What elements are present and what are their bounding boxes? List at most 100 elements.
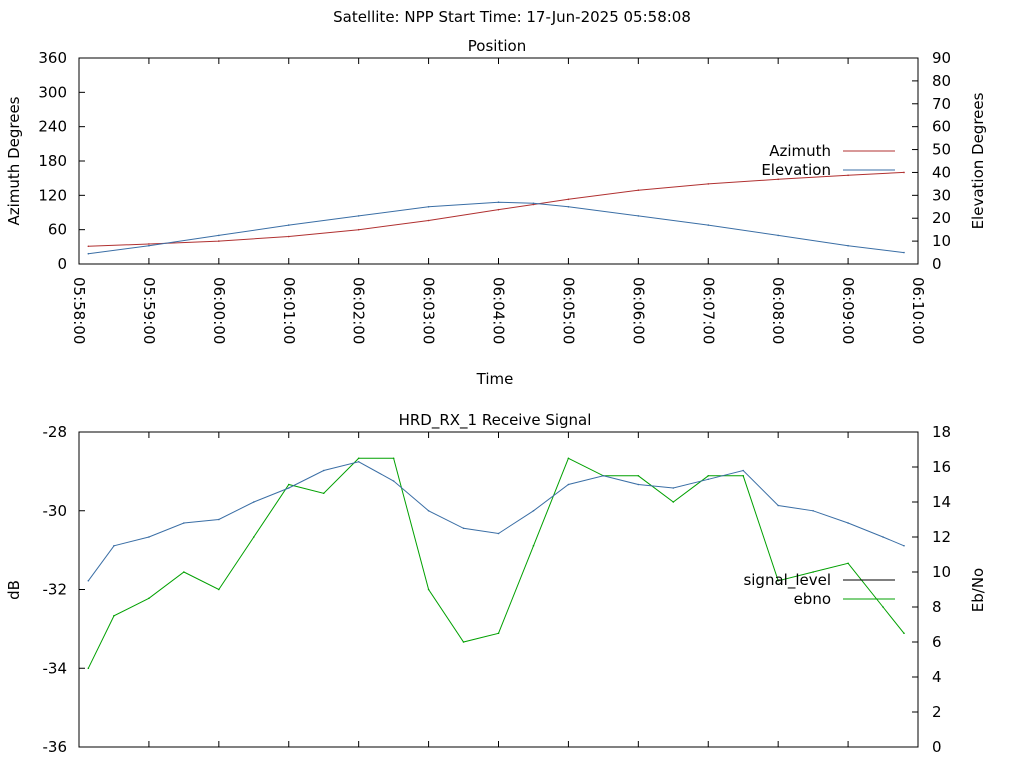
data-point — [567, 198, 570, 201]
y2-tick-label: 6 — [932, 633, 942, 651]
data-point — [218, 240, 220, 242]
position-y2-axis-label: Elevation Degrees — [969, 92, 987, 229]
data-point — [427, 219, 430, 222]
data-point — [287, 224, 290, 226]
data-point — [322, 492, 325, 495]
y2-tick-label: 10 — [932, 232, 951, 250]
data-point — [183, 571, 185, 573]
y-tick-label: -34 — [43, 659, 68, 677]
data-point — [847, 522, 849, 524]
data-point — [532, 544, 535, 547]
x-tick-label: 06:07:00 — [699, 277, 717, 344]
y-tick-label: -28 — [43, 423, 68, 441]
series-line — [88, 171, 905, 247]
data-point — [903, 632, 905, 635]
data-point — [218, 234, 220, 237]
y2-tick-label: 14 — [932, 493, 951, 511]
data-point — [322, 469, 325, 472]
data-point — [777, 504, 779, 507]
figure-title: Satellite: NPP Start Time: 17-Jun-2025 0… — [333, 8, 691, 26]
data-point — [218, 588, 220, 591]
data-point — [532, 202, 535, 205]
data-point — [847, 174, 849, 177]
data-point — [252, 501, 255, 503]
y2-tick-label: 8 — [932, 598, 942, 616]
x-tick-label: 06:06:00 — [629, 277, 647, 344]
data-point — [707, 183, 710, 185]
data-point — [707, 474, 710, 477]
data-point — [903, 171, 905, 174]
data-point — [812, 571, 814, 573]
x-tick-label: 06:00:00 — [210, 277, 228, 344]
data-point — [497, 632, 500, 635]
data-point — [427, 588, 430, 591]
data-point — [567, 457, 570, 460]
data-point — [218, 518, 220, 521]
data-point — [847, 562, 849, 565]
data-point — [287, 487, 290, 489]
data-point — [777, 579, 779, 582]
legend-label: Elevation — [761, 161, 831, 179]
x-tick-label: 06:02:00 — [350, 277, 368, 344]
data-point — [113, 544, 115, 547]
data-point — [903, 544, 905, 547]
legend-label: Azimuth — [769, 142, 831, 160]
y-tick-label: 240 — [38, 118, 67, 136]
data-point — [87, 252, 90, 255]
x-tick-label: 06:01:00 — [280, 277, 298, 344]
data-point — [392, 480, 395, 482]
position-y-axis-label: Azimuth Degrees — [5, 96, 23, 225]
y-tick-label: -32 — [43, 581, 68, 599]
y-tick-label: 300 — [38, 83, 67, 101]
data-point — [357, 457, 360, 460]
data-point — [148, 536, 150, 538]
y-tick-label: -30 — [43, 502, 68, 520]
y-tick-label: -36 — [43, 738, 68, 756]
data-point — [742, 474, 745, 477]
data-point — [462, 641, 465, 643]
data-point — [532, 203, 535, 206]
y2-tick-label: 50 — [932, 141, 951, 159]
position-x-axis-label: Time — [476, 370, 514, 388]
data-point — [672, 501, 675, 503]
data-point — [847, 244, 849, 247]
data-point — [637, 483, 640, 486]
data-point — [567, 205, 570, 208]
data-point — [812, 509, 814, 512]
data-point — [392, 457, 395, 460]
y2-tick-label: 30 — [932, 186, 951, 204]
series-line — [87, 457, 905, 669]
y2-tick-label: 4 — [932, 668, 942, 686]
data-point — [148, 597, 150, 600]
y-tick-label: 120 — [38, 186, 67, 204]
data-point — [532, 509, 535, 512]
data-point — [497, 208, 500, 211]
data-point — [113, 614, 115, 617]
data-point — [882, 536, 884, 538]
data-point — [87, 579, 90, 582]
data-point — [87, 245, 90, 248]
data-point — [903, 251, 905, 254]
data-point — [637, 474, 640, 477]
data-point — [567, 483, 570, 486]
data-point — [637, 215, 640, 217]
x-tick-label: 06:03:00 — [420, 277, 438, 344]
data-point — [252, 536, 255, 538]
x-tick-label: 06:09:00 — [839, 277, 857, 344]
data-point — [742, 469, 745, 472]
data-point — [357, 460, 360, 463]
data-point — [637, 189, 640, 191]
data-point — [882, 606, 884, 608]
receive-signal-plot-frame — [78, 431, 919, 748]
x-tick-label: 06:05:00 — [559, 277, 577, 344]
legend-label: ebno — [794, 590, 831, 608]
data-point — [602, 474, 605, 477]
y2-tick-label: 40 — [932, 163, 951, 181]
position-plot: Position Time Azimuth Degrees Elevation … — [5, 37, 987, 388]
y-tick-label: 360 — [38, 49, 67, 67]
data-point — [183, 522, 185, 524]
y2-tick-label: 20 — [932, 209, 951, 227]
receive-signal-title: HRD_RX_1 Receive Signal — [399, 411, 592, 430]
